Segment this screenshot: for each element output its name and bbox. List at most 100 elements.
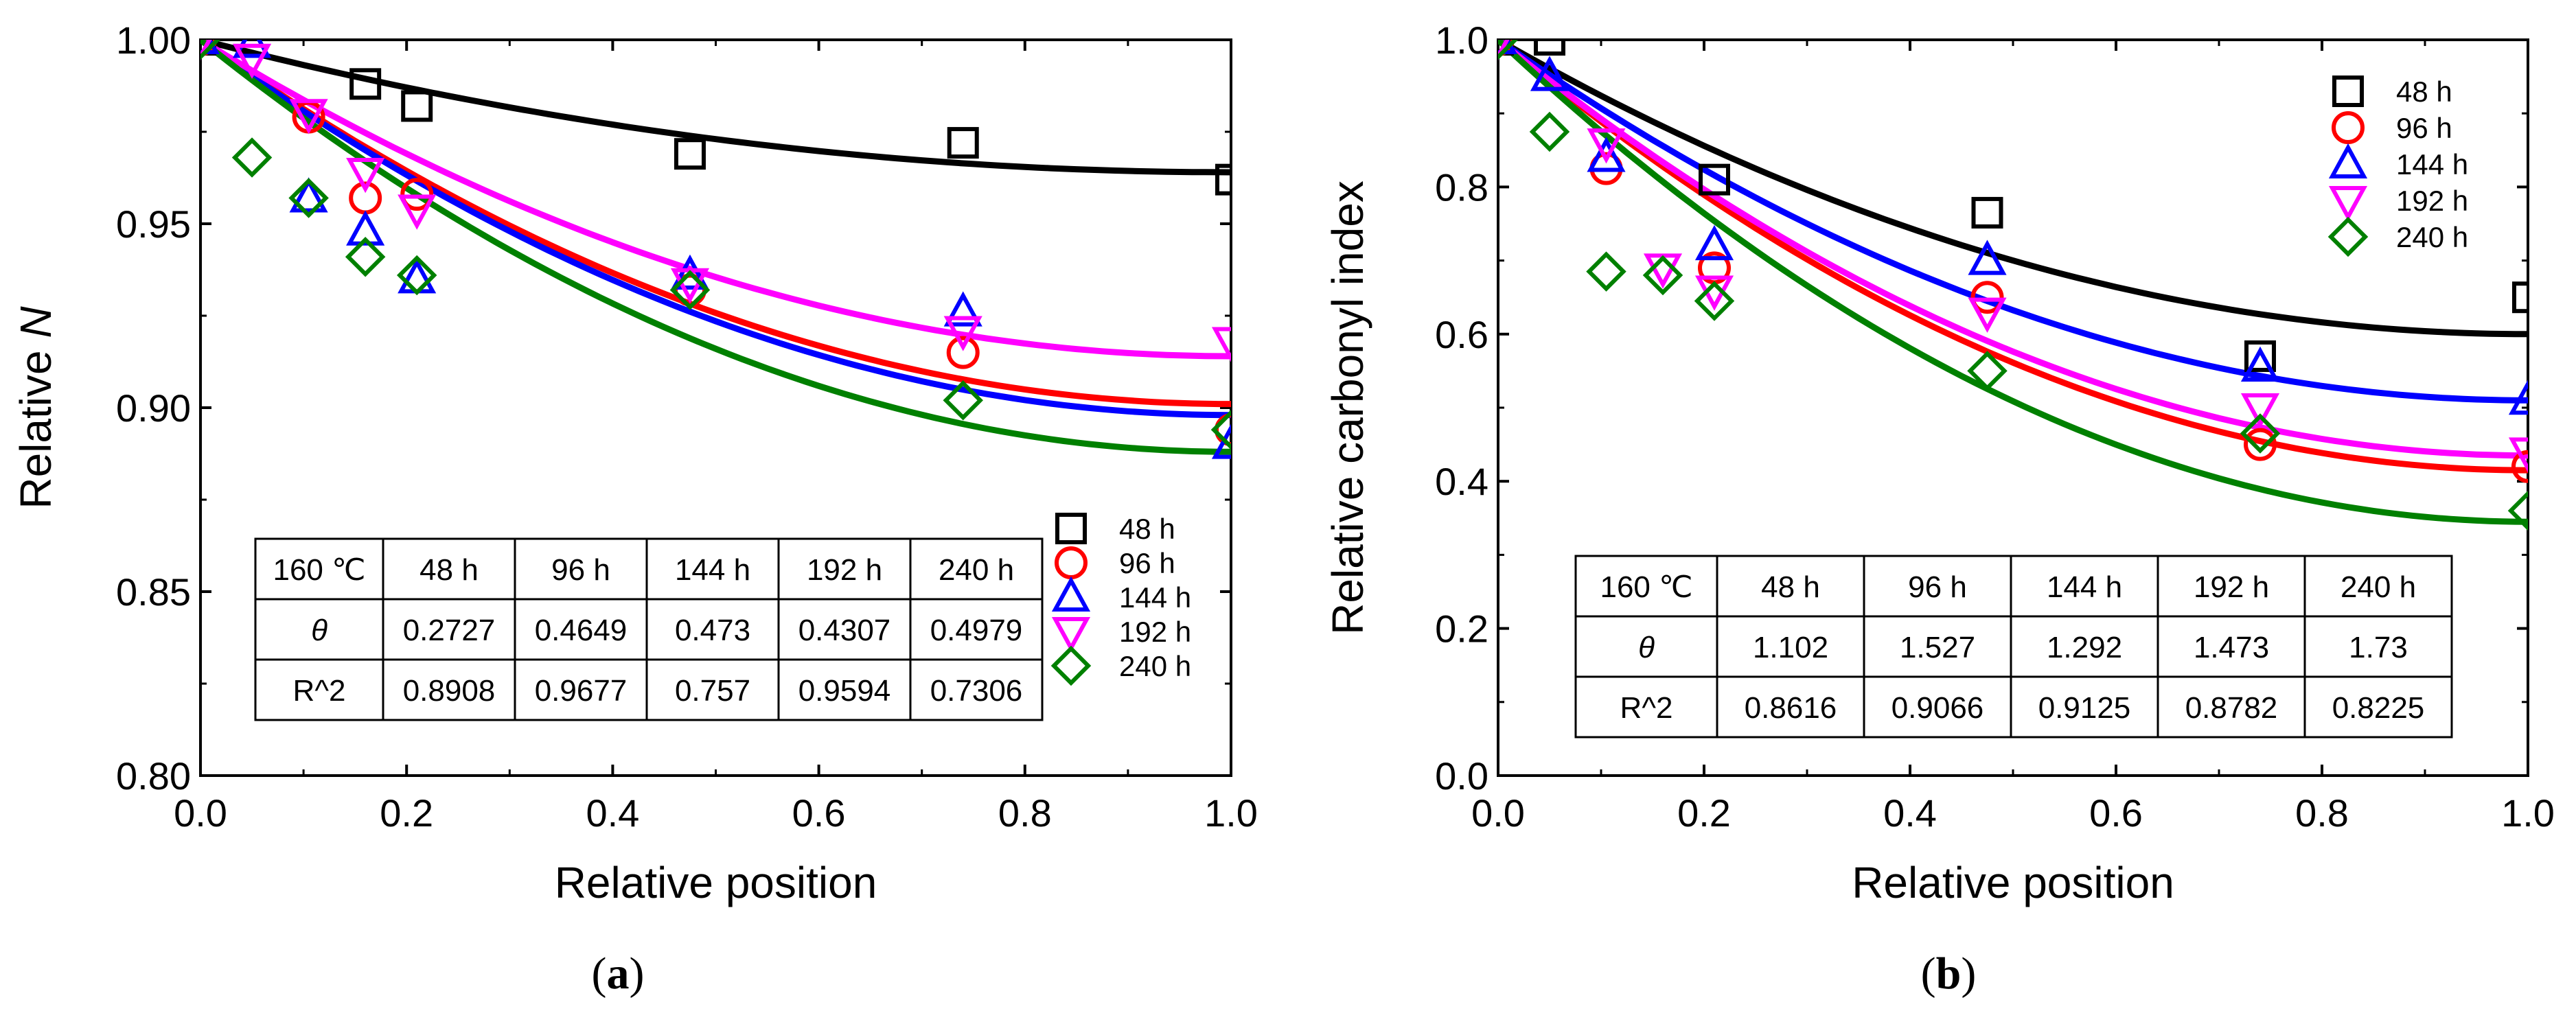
data-point-192h bbox=[2508, 437, 2528, 473]
table-cell: θ bbox=[311, 614, 327, 647]
x-tick-label: 0.8 bbox=[2295, 791, 2349, 835]
table-cell: R^2 bbox=[293, 674, 346, 708]
legend-marker-144h bbox=[2328, 143, 2368, 178]
table-border bbox=[254, 537, 1044, 721]
table-border bbox=[1574, 555, 2453, 739]
fit-line-240h bbox=[200, 40, 1231, 455]
data-point-192h bbox=[2240, 393, 2280, 429]
table-header-cell: 96 h bbox=[1908, 570, 1967, 604]
y-tick-label: 0.80 bbox=[116, 754, 191, 798]
table-header-cell: 48 h bbox=[1761, 570, 1820, 604]
table-cell: θ bbox=[1638, 631, 1655, 664]
x-tick-label: 0.0 bbox=[174, 791, 227, 835]
x-axis-label: Relative position bbox=[1852, 858, 2174, 907]
legend-marker-240h bbox=[1050, 645, 1092, 686]
y-tick-label: 1.0 bbox=[1435, 19, 1488, 62]
fit-line-48h bbox=[1498, 40, 2528, 338]
data-point-48h bbox=[1699, 163, 1730, 196]
table-header-cell: 160 ℃ bbox=[1600, 570, 1692, 604]
data-point-240h bbox=[943, 380, 983, 421]
table-header-cell: 240 h bbox=[939, 553, 1014, 587]
legend-marker-192h bbox=[1051, 617, 1091, 653]
y-tick-label: 0.4 bbox=[1435, 460, 1488, 503]
table-cell: 1.292 bbox=[2047, 631, 2122, 664]
data-point-240h bbox=[231, 137, 273, 178]
data-point-96h bbox=[2511, 450, 2528, 483]
data-point-240h bbox=[1642, 255, 1683, 296]
y-tick-label: 0.6 bbox=[1435, 313, 1488, 356]
panel-caption-letter: b bbox=[1936, 949, 1962, 999]
panel-caption-close: ) bbox=[1961, 949, 1976, 999]
legend-marker-192h bbox=[2328, 186, 2368, 222]
legend-label: 192 h bbox=[1119, 616, 1191, 648]
legend-label: 144 h bbox=[2396, 148, 2468, 181]
data-point-240h bbox=[1694, 281, 1735, 321]
table-cell: 0.473 bbox=[675, 614, 750, 647]
data-point-96h bbox=[946, 336, 980, 369]
table-header-cell: 96 h bbox=[551, 553, 610, 587]
data-point-144h bbox=[232, 40, 272, 58]
plot-area bbox=[1498, 40, 2528, 531]
data-point-192h bbox=[1968, 297, 2007, 333]
x-axis-label: Relative position bbox=[555, 858, 877, 907]
data-point-240h bbox=[1529, 111, 1570, 152]
data-point-48h bbox=[1971, 196, 2003, 229]
data-point-48h bbox=[674, 138, 706, 170]
data-point-192h bbox=[289, 99, 328, 135]
y-axis-label: Relative carbonyl index bbox=[1323, 181, 1372, 635]
data-point-144h bbox=[2240, 346, 2280, 382]
table-cell: 0.4979 bbox=[930, 614, 1023, 647]
legend-label: 48 h bbox=[1119, 513, 1175, 545]
table-cell: 0.4649 bbox=[535, 614, 628, 647]
data-point-48h bbox=[349, 68, 382, 100]
panel-caption-close: ) bbox=[630, 949, 645, 999]
data-point-240h bbox=[1586, 251, 1626, 292]
data-point-96h bbox=[2244, 428, 2277, 461]
fit-line-192h bbox=[200, 40, 1231, 360]
table-header-cell: 160 ℃ bbox=[273, 553, 365, 587]
chart-panel-a: 0.0 0.2 0.4 0.6 0.8 1.0 0.80 0.85 0.90 0.95 1.00 Re… bbox=[11, 19, 1258, 999]
table-header-cell: 144 h bbox=[2047, 570, 2122, 604]
data-point-240h bbox=[669, 270, 711, 310]
data-point-144h bbox=[1968, 240, 2007, 275]
legend-label: 240 h bbox=[2396, 221, 2468, 253]
x-tick-label: 0.8 bbox=[998, 791, 1052, 835]
legend-marker-144h bbox=[1051, 576, 1091, 612]
data-point-144h bbox=[1587, 137, 1626, 172]
y-axis-label: Relative N bbox=[11, 306, 60, 509]
table-cell: 0.8225 bbox=[2332, 691, 2425, 725]
y-tick-label: 0.85 bbox=[116, 570, 191, 614]
table-cell: 0.8616 bbox=[1745, 691, 1837, 725]
table-cell: 0.9594 bbox=[798, 674, 891, 708]
x-tick-label: 1.0 bbox=[1204, 791, 1258, 835]
x-tick-label: 0.0 bbox=[1471, 791, 1525, 835]
data-point-240h bbox=[288, 178, 329, 218]
table-cell: R^2 bbox=[1620, 691, 1673, 725]
data-point-192h bbox=[398, 194, 437, 230]
data-point-144h bbox=[346, 210, 385, 246]
data-point-48h bbox=[2244, 340, 2276, 372]
data-point-240h bbox=[345, 236, 386, 277]
table-header-cell: 240 h bbox=[2341, 570, 2416, 604]
data-point-240h bbox=[2507, 490, 2528, 531]
table-cell: 1.473 bbox=[2194, 631, 2269, 664]
x-tick-label: 0.6 bbox=[2089, 791, 2143, 835]
data-point-48h bbox=[947, 127, 979, 159]
panel-caption-open: ( bbox=[592, 949, 607, 999]
plot-area bbox=[200, 40, 1231, 459]
data-point-96h bbox=[1970, 281, 2004, 314]
table-cell: 0.2727 bbox=[403, 614, 496, 647]
x-tick-label: 0.2 bbox=[380, 791, 433, 835]
y-tick-label: 1.00 bbox=[116, 19, 191, 62]
data-point-240h bbox=[1967, 351, 2008, 391]
legend-marker-96h bbox=[1055, 546, 1088, 579]
y-tick-label: 0.95 bbox=[116, 202, 191, 246]
legend-marker-48h bbox=[1055, 513, 1087, 544]
fit-line-48h bbox=[200, 40, 1231, 176]
panel-caption-letter: a bbox=[607, 949, 630, 999]
table-cell: 0.9125 bbox=[2038, 691, 2131, 725]
x-tick-label: 0.6 bbox=[792, 791, 846, 835]
y-axis-label-variable: N bbox=[11, 306, 60, 338]
data-point-192h bbox=[346, 157, 385, 194]
table-cell: 1.73 bbox=[2349, 631, 2408, 664]
